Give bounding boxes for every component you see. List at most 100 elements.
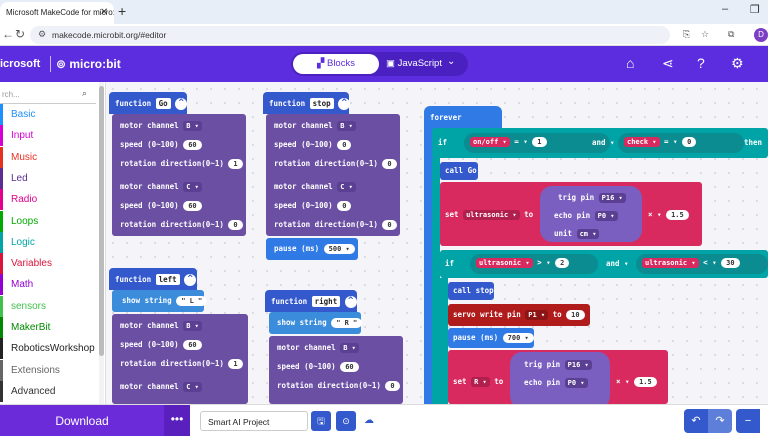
- right-show-string[interactable]: show string " R ": [269, 312, 363, 334]
- edit-function-icon[interactable]: ^: [175, 98, 188, 110]
- go-row-0: motor channel B ▾: [120, 121, 202, 131]
- toolbox-category-input[interactable]: Input: [0, 125, 100, 147]
- github-icon[interactable]: ⊙: [336, 411, 356, 431]
- toolbox-category-basic[interactable]: Basic: [0, 104, 100, 125]
- download-more-button[interactable]: •••: [164, 405, 190, 436]
- browser-tab-bar: Microsoft MakeCode for micro:b ✕ + – ❐: [0, 0, 768, 24]
- search-icon[interactable]: ⌕: [82, 88, 88, 98]
- microbit-logo-text: micro:bit: [69, 57, 121, 71]
- function-go-header[interactable]: function Go ^: [109, 92, 188, 114]
- cloud-icon[interactable]: ☁: [364, 415, 374, 426]
- blocks-tab-label: Blocks: [326, 58, 355, 69]
- pause-700-block[interactable]: pause (ms) 700 ▾: [448, 328, 534, 348]
- call-stop-block[interactable]: call stop: [448, 282, 494, 300]
- toolbox: rch... ⌕ Basic Input Music Led Radio Loops Log…: [0, 82, 106, 404]
- function-right-body[interactable]: motor channel B ▾ speed (0~100) 60 rotat…: [269, 336, 403, 404]
- address-bar-row: ← ↻ ⚙ makecode.microbit.org/#editor ⎘ ☆ …: [0, 24, 768, 46]
- go-row-4: speed (0~100) 60: [120, 201, 202, 211]
- help-icon[interactable]: ?: [697, 55, 705, 71]
- toolbox-category-roboticsworkshop[interactable]: RoboticsWorkshop: [0, 338, 100, 360]
- toolbox-category-music[interactable]: Music: [0, 146, 100, 168]
- function-left-header[interactable]: function left ^: [109, 268, 197, 290]
- toolbox-category-extensions[interactable]: Extensions: [0, 359, 100, 381]
- set-r-block[interactable]: set R ▾ to trig pin P16 ▾ echo pin P0 ▾ …: [448, 350, 668, 404]
- new-tab-button[interactable]: +: [118, 3, 127, 19]
- language-dropdown-icon[interactable]: ⌄: [447, 56, 456, 67]
- tab-title: Microsoft MakeCode for micro:b: [6, 8, 114, 17]
- minimize-icon[interactable]: –: [722, 3, 729, 15]
- edit-function-icon[interactable]: ^: [184, 274, 197, 286]
- function-left-body[interactable]: motor channel B ▾ speed (0~100) 60 rotat…: [112, 314, 248, 404]
- function-right-header[interactable]: function right ^: [265, 290, 357, 312]
- stop-pause-block[interactable]: pause (ms) 500 ▾: [266, 238, 358, 260]
- undo-button[interactable]: ↶: [684, 409, 708, 433]
- toolbox-category-variables[interactable]: Variables: [0, 253, 100, 275]
- call-go-block[interactable]: call Go: [440, 162, 478, 180]
- makecode-header: icrosoft ⊚ micro:bit ▞ Blocks ▣ JavaScri…: [0, 46, 768, 82]
- settings-gear-icon[interactable]: ⚙: [731, 55, 744, 71]
- url-text: makecode.microbit.org/#editor: [52, 30, 167, 40]
- home-icon[interactable]: ⌂: [626, 55, 635, 71]
- close-tab-icon[interactable]: ✕: [100, 7, 109, 18]
- bottom-toolbar: Download ••• Smart AI Project 🖫 ⊙ ☁ ↶ ↷ …: [0, 404, 768, 436]
- redo-button[interactable]: ↷: [708, 409, 732, 433]
- toolbox-category-logic[interactable]: Logic: [0, 231, 100, 253]
- go-row-5: rotation direction(0~1) 0: [120, 220, 243, 230]
- edit-function-icon[interactable]: ^: [338, 98, 351, 110]
- toolbox-scrollbar-thumb[interactable]: [99, 86, 104, 356]
- toolbox-category-led[interactable]: Led: [0, 167, 100, 189]
- function-keyword: function: [271, 297, 308, 306]
- install-icon[interactable]: ⎘: [683, 29, 691, 39]
- function-keyword: function: [115, 99, 152, 108]
- browser-tab[interactable]: Microsoft MakeCode for micro:b ✕: [0, 2, 114, 24]
- restore-icon[interactable]: ❐: [750, 4, 760, 16]
- if-onoff-spine: [432, 158, 440, 404]
- share-icon[interactable]: ⋖: [662, 55, 674, 71]
- bookmark-star-icon[interactable]: ☆: [701, 29, 710, 39]
- microsoft-logo: icrosoft: [0, 58, 41, 70]
- if-ultrasonic-block[interactable]: if ultrasonic ▾ > ▾ 2 and ▾ ultrasonic ▾…: [440, 250, 768, 278]
- left-show-string[interactable]: show string " L ": [112, 290, 208, 312]
- if-onoff-block[interactable]: if on/off ▾ = ▾ 1 and ▾ check ▾ = ▾ 0 th…: [432, 128, 768, 158]
- forever-block[interactable]: forever: [424, 106, 502, 128]
- download-button[interactable]: Download: [0, 405, 164, 436]
- zoom-out-button[interactable]: −: [736, 409, 760, 433]
- toolbox-category-advanced[interactable]: Advanced: [0, 380, 100, 402]
- extensions-icon[interactable]: ⧉: [728, 29, 735, 39]
- project-name-input[interactable]: Smart AI Project: [200, 411, 308, 431]
- function-stop-body[interactable]: motor channel B ▾ speed (0~100) 0 rotati…: [266, 114, 400, 236]
- site-info-icon[interactable]: ⚙: [38, 29, 47, 39]
- javascript-tab-label: JavaScript: [397, 58, 442, 69]
- function-stop-header[interactable]: function stop ^: [263, 92, 351, 114]
- toolbox-category-sensors[interactable]: sensors: [0, 295, 100, 317]
- function-name[interactable]: right: [311, 296, 341, 307]
- go-row-1: speed (0~100) 60: [120, 140, 202, 150]
- profile-avatar[interactable]: D: [754, 28, 768, 42]
- brand-divider: [50, 56, 51, 72]
- function-name[interactable]: left: [155, 274, 180, 285]
- microbit-logo[interactable]: ⊚ micro:bit: [56, 57, 121, 71]
- back-icon[interactable]: ←: [2, 27, 14, 41]
- toolbox-search-input[interactable]: rch...: [0, 86, 96, 104]
- toolbox-category-radio[interactable]: Radio: [0, 189, 100, 211]
- javascript-tab[interactable]: ▣ JavaScript: [386, 58, 442, 69]
- function-go-body[interactable]: motor channel B ▾ speed (0~100) 60 rotat…: [112, 114, 246, 236]
- function-name[interactable]: stop: [309, 98, 334, 109]
- servo-write-block[interactable]: servo write pin P1 ▾ to 10: [448, 304, 590, 326]
- go-row-2: rotation direction(0~1) 1: [120, 159, 243, 169]
- toolbox-category-math[interactable]: Math: [0, 274, 100, 296]
- blocks-workspace[interactable]: function Go ^ motor channel B ▾ speed (0…: [106, 82, 768, 404]
- set-ultrasonic-block[interactable]: set ultrasonic ▾ to trig pin P16 ▾ echo …: [440, 182, 702, 246]
- if-ultrasonic-spine: [440, 278, 448, 404]
- edit-function-icon[interactable]: ^: [344, 296, 357, 308]
- save-icon[interactable]: 🖫: [311, 411, 331, 431]
- function-keyword: function: [269, 99, 306, 108]
- go-row-3: motor channel C ▾: [120, 182, 202, 192]
- blocks-tab[interactable]: ▞ Blocks: [293, 54, 379, 74]
- function-name[interactable]: Go: [155, 98, 171, 109]
- toolbox-category-loops[interactable]: Loops: [0, 210, 100, 232]
- toolbox-category-makerbit[interactable]: MakerBit: [0, 317, 100, 338]
- function-keyword: function: [115, 275, 152, 284]
- reload-icon[interactable]: ↻: [15, 27, 26, 41]
- url-field[interactable]: ⚙ makecode.microbit.org/#editor: [30, 26, 670, 44]
